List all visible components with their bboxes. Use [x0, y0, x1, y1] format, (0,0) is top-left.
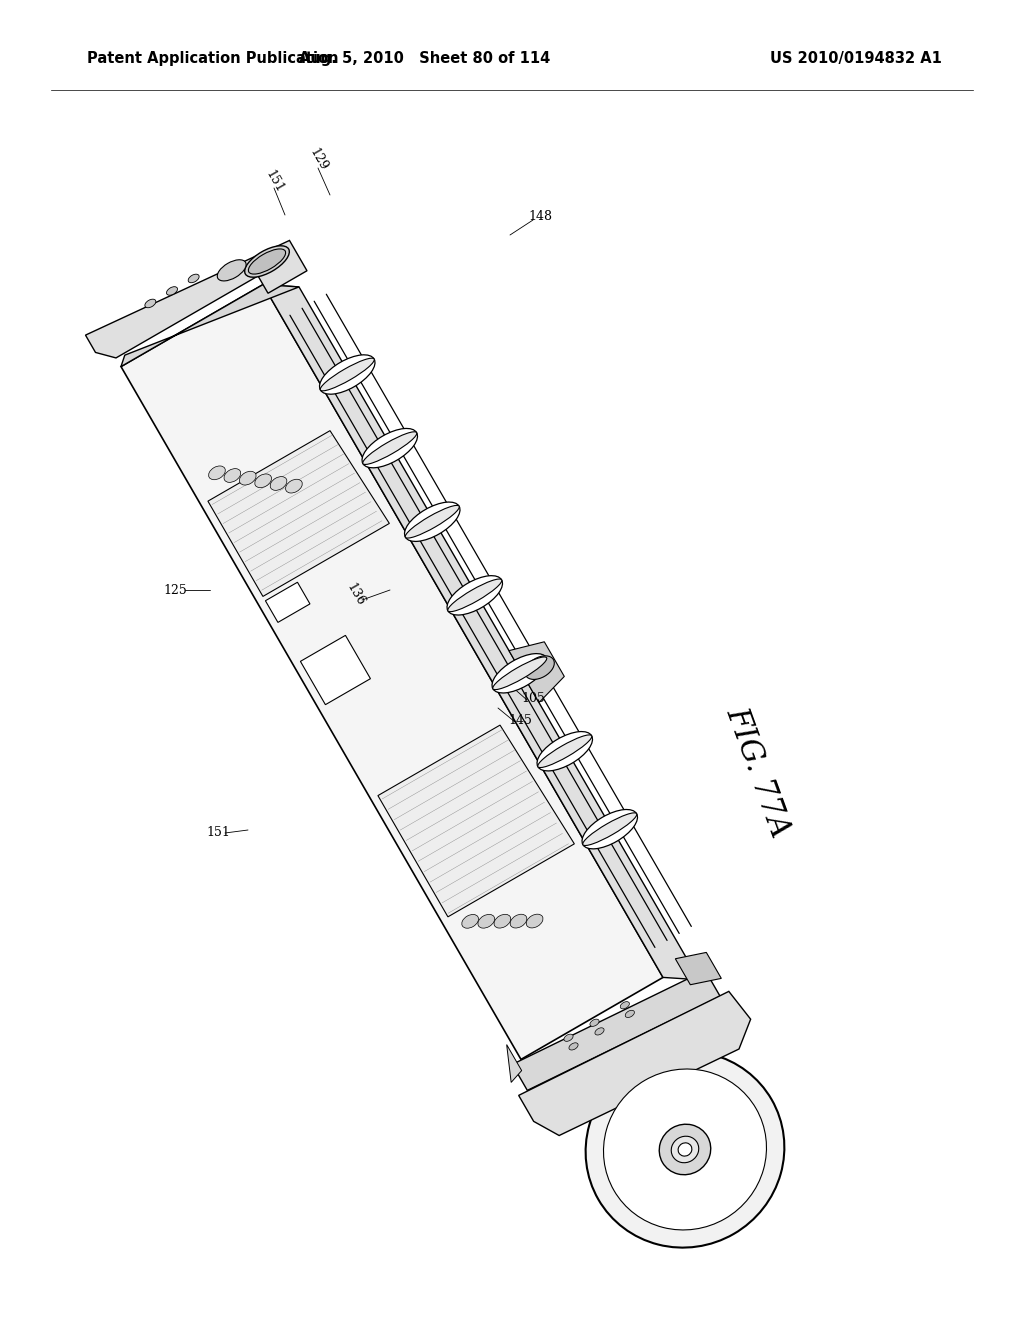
- Ellipse shape: [209, 466, 225, 479]
- Ellipse shape: [492, 653, 548, 693]
- Ellipse shape: [447, 576, 503, 615]
- Ellipse shape: [286, 479, 302, 492]
- Ellipse shape: [659, 1125, 711, 1175]
- Ellipse shape: [224, 469, 241, 482]
- Polygon shape: [507, 1044, 521, 1082]
- Ellipse shape: [525, 656, 554, 680]
- Text: 145: 145: [508, 714, 531, 726]
- Ellipse shape: [478, 915, 495, 928]
- Polygon shape: [676, 953, 721, 985]
- Ellipse shape: [406, 506, 460, 539]
- Polygon shape: [208, 430, 389, 597]
- Ellipse shape: [621, 1002, 630, 1008]
- Ellipse shape: [362, 432, 417, 465]
- Ellipse shape: [510, 915, 527, 928]
- Ellipse shape: [537, 731, 593, 771]
- Text: US 2010/0194832 A1: US 2010/0194832 A1: [770, 51, 942, 66]
- Text: 129: 129: [306, 147, 330, 173]
- Polygon shape: [509, 642, 564, 702]
- Polygon shape: [300, 635, 371, 705]
- Polygon shape: [378, 725, 574, 917]
- Ellipse shape: [144, 300, 156, 308]
- Ellipse shape: [626, 1010, 635, 1018]
- Polygon shape: [121, 285, 299, 367]
- Polygon shape: [512, 970, 720, 1090]
- Ellipse shape: [188, 275, 199, 282]
- Ellipse shape: [526, 915, 543, 928]
- Ellipse shape: [538, 735, 592, 768]
- Ellipse shape: [404, 502, 460, 541]
- Ellipse shape: [603, 1069, 767, 1230]
- Polygon shape: [121, 285, 663, 1060]
- Ellipse shape: [447, 579, 502, 611]
- Text: 148: 148: [528, 210, 552, 223]
- Ellipse shape: [167, 286, 177, 296]
- Text: 136: 136: [343, 581, 367, 609]
- Ellipse shape: [678, 1143, 692, 1156]
- Ellipse shape: [569, 1043, 579, 1049]
- Ellipse shape: [595, 1028, 604, 1035]
- Ellipse shape: [362, 429, 418, 467]
- Text: Aug. 5, 2010   Sheet 80 of 114: Aug. 5, 2010 Sheet 80 of 114: [299, 51, 551, 66]
- Ellipse shape: [319, 355, 375, 395]
- Ellipse shape: [249, 249, 286, 275]
- Ellipse shape: [590, 1019, 599, 1027]
- Ellipse shape: [245, 246, 290, 277]
- Ellipse shape: [321, 358, 375, 391]
- Ellipse shape: [582, 809, 638, 849]
- Text: 151: 151: [262, 169, 286, 195]
- Text: 151: 151: [206, 826, 230, 840]
- Text: FIG. 77A: FIG. 77A: [720, 702, 796, 842]
- Ellipse shape: [217, 260, 246, 281]
- Ellipse shape: [270, 477, 287, 490]
- Polygon shape: [263, 285, 699, 979]
- Polygon shape: [265, 582, 310, 623]
- Ellipse shape: [255, 474, 271, 487]
- Ellipse shape: [493, 657, 547, 689]
- Text: 125: 125: [163, 583, 186, 597]
- Text: 105: 105: [521, 692, 545, 705]
- Polygon shape: [85, 240, 307, 358]
- Ellipse shape: [586, 1051, 784, 1247]
- Ellipse shape: [564, 1034, 573, 1041]
- Ellipse shape: [583, 813, 637, 846]
- Polygon shape: [519, 991, 751, 1135]
- Ellipse shape: [240, 471, 256, 484]
- Ellipse shape: [462, 915, 478, 928]
- Text: Patent Application Publication: Patent Application Publication: [87, 51, 339, 66]
- Ellipse shape: [494, 915, 511, 928]
- Ellipse shape: [672, 1137, 698, 1163]
